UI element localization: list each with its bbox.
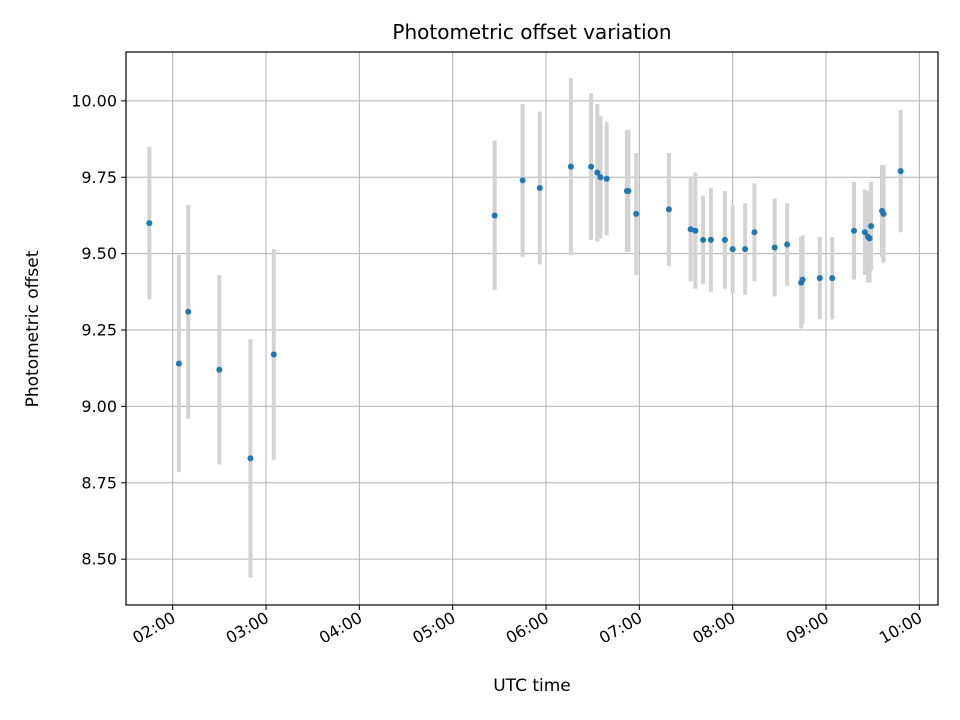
y-axis-ticks: 8.50 8.75 9.00 9.25 9.50 9.75 10.00 — [71, 91, 126, 569]
x-tick-label: 08:00 — [689, 608, 738, 648]
data-point — [597, 174, 604, 181]
data-point — [816, 275, 823, 282]
data-point — [721, 236, 728, 243]
data-point — [536, 184, 543, 191]
data-point — [851, 227, 857, 234]
data-point — [880, 210, 887, 217]
data-point — [687, 226, 694, 233]
data-point — [588, 163, 595, 170]
data-point — [771, 244, 778, 251]
data-point — [729, 246, 736, 253]
x-tick-label: 04:00 — [316, 608, 365, 648]
plot-frame — [125, 51, 939, 606]
data-point — [247, 455, 254, 462]
y-axis-label: Photometric offset — [23, 250, 43, 407]
y-tick-label: 8.50 — [81, 550, 117, 569]
data-point — [866, 235, 873, 242]
data-point — [146, 220, 153, 227]
data-point — [829, 275, 836, 282]
y-tick-label: 9.50 — [81, 244, 117, 263]
grid — [126, 52, 938, 605]
data-point — [185, 308, 192, 315]
x-tick-label: 07:00 — [596, 608, 645, 648]
y-tick-label: 9.00 — [81, 397, 117, 416]
data-point — [868, 223, 875, 230]
x-tick-label: 05:00 — [409, 608, 458, 648]
data-point — [216, 366, 223, 373]
data-point — [692, 227, 699, 234]
data-point — [567, 163, 574, 170]
data-point — [519, 177, 526, 184]
data-points — [146, 163, 904, 462]
data-point — [751, 229, 758, 236]
y-tick-label: 9.25 — [81, 321, 117, 340]
data-point — [861, 229, 868, 236]
data-point — [742, 246, 749, 253]
x-tick-label: 09:00 — [783, 608, 832, 648]
data-point — [784, 241, 791, 248]
x-tick-label: 10:00 — [876, 608, 925, 648]
data-point — [603, 175, 610, 182]
data-point — [897, 168, 904, 175]
y-tick-label: 10.00 — [71, 91, 117, 110]
x-tick-label: 02:00 — [129, 608, 178, 648]
data-point — [799, 276, 806, 283]
data-point — [594, 169, 601, 176]
data-point — [270, 351, 277, 358]
x-axis-ticks: 02:00 03:00 04:00 05:00 06:00 07:00 08:00 09:00… — [129, 605, 925, 648]
x-tick-label: 03:00 — [223, 608, 272, 648]
x-tick-label: 06:00 — [503, 608, 552, 648]
chart-title: Photometric offset variation — [392, 20, 671, 44]
data-point — [491, 212, 498, 219]
data-point — [175, 360, 182, 367]
y-tick-label: 8.75 — [81, 473, 117, 492]
y-tick-label: 9.75 — [81, 168, 117, 187]
error-bars — [147, 77, 903, 578]
data-point — [707, 236, 714, 243]
data-point — [665, 206, 672, 213]
x-axis-label: UTC time — [493, 676, 571, 696]
data-point — [700, 236, 707, 243]
data-point — [633, 210, 640, 217]
data-point — [625, 188, 632, 195]
